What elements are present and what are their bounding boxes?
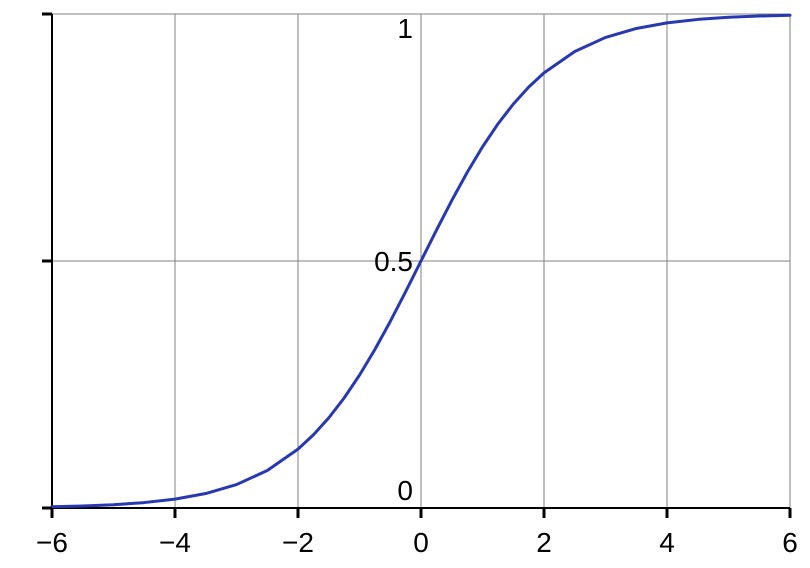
x-tick-label: −6 xyxy=(36,527,68,558)
x-tick-label: −4 xyxy=(159,527,191,558)
x-tick-label: 4 xyxy=(659,527,675,558)
x-tick-label: 6 xyxy=(782,527,798,558)
x-tick-label: −2 xyxy=(282,527,314,558)
y-tick-label: 1 xyxy=(397,13,413,44)
y-tick-label: 0 xyxy=(397,475,413,506)
y-tick-label: 0.5 xyxy=(374,246,413,277)
chart-svg: −6 −4 −2 0 2 4 6 0 0.5 1 xyxy=(0,0,810,568)
sigmoid-chart: −6 −4 −2 0 2 4 6 0 0.5 1 xyxy=(0,0,810,568)
x-tick-label: 0 xyxy=(413,527,429,558)
x-tick-label: 2 xyxy=(536,527,552,558)
